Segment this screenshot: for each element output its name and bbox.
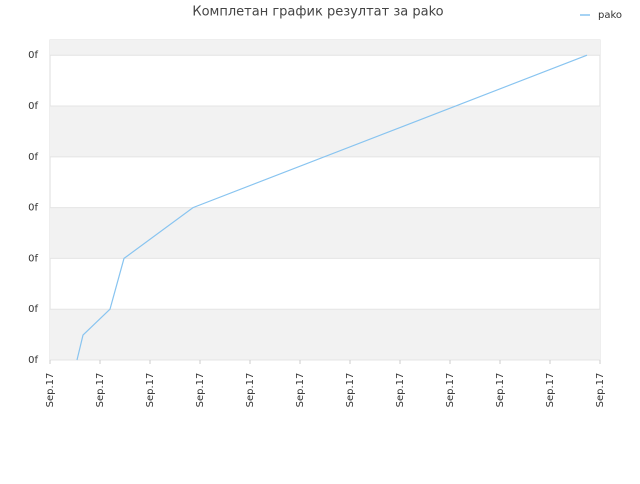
y-tick-label: 0f [28,152,38,163]
y-tick-label: 0f [28,304,38,315]
x-tick-label: Sep.17 [45,373,56,408]
x-tick-label: Sep.17 [395,373,406,408]
y-tick-label: 0f [28,50,38,61]
x-tick-label: Sep.17 [295,373,306,408]
y-tick-label: 0f [28,355,38,366]
chart-title: Комплетан график резултат за pako [192,5,443,20]
grid-band [50,309,600,360]
x-tick-label: Sep.17 [245,373,256,408]
x-tick-label: Sep.17 [445,373,456,408]
x-tick-label: Sep.17 [495,373,506,408]
legend-label: pako [598,10,622,21]
x-tick-label: Sep.17 [145,373,156,408]
grid-band [50,40,600,56]
line [76,54,588,361]
x-tick-label: Sep.17 [595,373,606,408]
x-tick-label: Sep.17 [345,373,356,408]
grid-band [50,106,600,157]
grid-band [50,207,600,259]
x-tick-label: Sep.17 [195,373,206,408]
y-tick-label: 0f [28,253,38,264]
y-tick-label: 0f [28,203,38,214]
y-tick-label: 0f [28,101,38,112]
plot-area [49,39,601,361]
x-tick-label: Sep.17 [95,373,106,408]
x-tick-label: Sep.17 [545,373,556,408]
